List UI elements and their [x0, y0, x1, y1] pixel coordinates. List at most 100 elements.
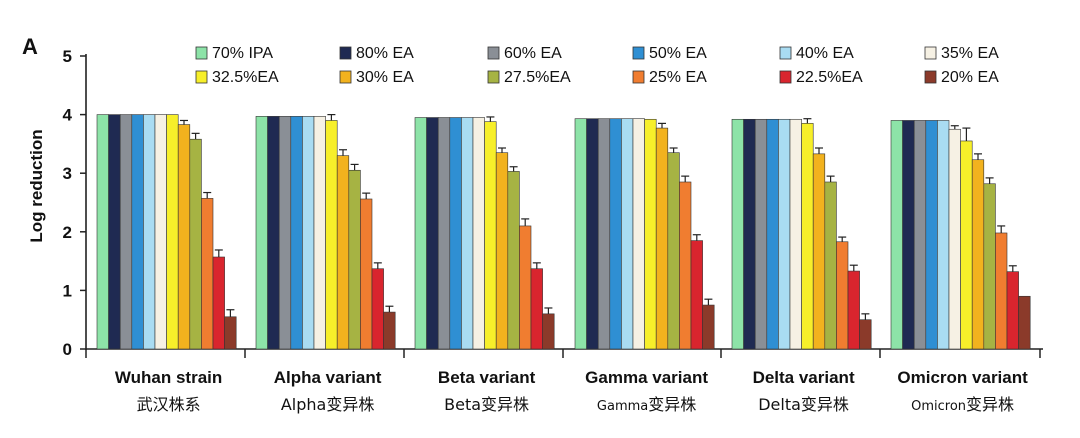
bar	[108, 114, 121, 350]
bar	[119, 114, 133, 350]
bar	[414, 117, 427, 350]
category-label: Delta variant	[753, 368, 855, 387]
bar	[426, 117, 439, 350]
bar	[679, 181, 692, 350]
legend-swatch	[339, 70, 352, 84]
x-axis-labels: Wuhan strain 武汉株系 Alpha variant Alpha变异株 Bet…	[115, 368, 1028, 414]
y-tick-label: 0	[63, 340, 72, 359]
legend-swatch	[487, 70, 500, 84]
bar	[690, 240, 703, 350]
bar	[836, 241, 849, 350]
bar	[667, 152, 680, 350]
bar	[902, 120, 915, 350]
legend-swatch	[779, 46, 792, 60]
bar	[290, 116, 303, 350]
bar	[507, 171, 520, 350]
bar	[913, 120, 927, 350]
bar	[948, 128, 961, 350]
category-label: Alpha variant	[274, 368, 382, 387]
bar	[224, 316, 237, 350]
category-label-cn-cjk: 变异株	[648, 395, 696, 414]
category-label-cn-cjk: 变异株	[966, 395, 1014, 414]
bar	[859, 319, 872, 350]
bar	[449, 117, 462, 350]
y-tick-label: 1	[63, 281, 72, 300]
category-label: Omicron variant	[897, 368, 1028, 387]
bar	[1018, 295, 1031, 350]
y-tick-label: 3	[63, 164, 72, 183]
bar	[461, 117, 474, 350]
y-tick-label: 2	[63, 223, 72, 242]
bar	[574, 118, 587, 350]
bar	[644, 118, 657, 350]
bar	[530, 268, 543, 350]
axes: 0 1 2 3 4 5	[63, 47, 1043, 359]
bar	[348, 169, 361, 350]
legend-label: 30% EA	[356, 69, 414, 86]
y-tick-label: 5	[63, 47, 72, 66]
bars	[96, 113, 1031, 350]
panel-label: A	[22, 34, 38, 59]
y-axis-label: Log reduction	[27, 129, 46, 242]
bar	[632, 118, 645, 350]
bar	[801, 123, 814, 350]
bar	[313, 116, 326, 350]
legend-swatch	[924, 46, 937, 60]
bar	[131, 114, 144, 350]
bar	[743, 118, 756, 350]
category-label: Beta variant	[438, 368, 536, 387]
bar	[143, 114, 156, 350]
bar	[166, 114, 179, 350]
bar	[437, 117, 451, 350]
category-label-cn: Beta变异株	[444, 395, 529, 414]
legend-label: 60% EA	[504, 45, 562, 62]
legend-swatch	[487, 46, 500, 60]
legend-label: 70% IPA	[212, 45, 273, 62]
legend-label: 32.5%EA	[212, 69, 279, 86]
legend-swatch	[632, 46, 645, 60]
bar	[586, 118, 599, 350]
bar	[655, 127, 669, 350]
bar	[824, 181, 837, 350]
bar	[371, 268, 384, 350]
bar	[325, 120, 338, 350]
category-label: Wuhan strain	[115, 368, 222, 387]
bar	[278, 116, 292, 350]
bar	[621, 118, 634, 350]
bar	[154, 114, 167, 350]
legend-swatch	[632, 70, 645, 84]
category-label-cn-latin: Gamma	[597, 399, 648, 414]
legend-label: 35% EA	[941, 45, 999, 62]
legend-label: 25% EA	[649, 69, 707, 86]
bar	[495, 152, 509, 350]
legend-label: 27.5%EA	[504, 69, 571, 86]
bar	[890, 120, 903, 350]
bar	[789, 118, 802, 350]
y-tick-label: 4	[63, 106, 73, 125]
legend-swatch	[195, 46, 208, 60]
bar	[754, 118, 768, 350]
legend-swatch	[195, 70, 208, 84]
bar	[971, 159, 985, 350]
bar	[1006, 271, 1019, 350]
bar	[995, 232, 1008, 350]
bar	[201, 198, 214, 350]
bar	[812, 153, 826, 350]
bar	[177, 124, 191, 350]
bar	[212, 256, 225, 350]
bar	[302, 116, 315, 350]
bar	[847, 270, 860, 350]
bar	[609, 118, 622, 350]
bar	[360, 198, 373, 350]
bar	[267, 116, 280, 350]
legend-label: 80% EA	[356, 45, 414, 62]
legend-swatch	[924, 70, 937, 84]
legend-label: 20% EA	[941, 69, 999, 86]
bar	[778, 118, 791, 350]
bar	[519, 225, 532, 350]
bar	[484, 121, 497, 350]
legend-swatch	[339, 46, 352, 60]
category-label-cn: 武汉株系	[137, 395, 201, 414]
category-label-cn: Omicron变异株	[911, 395, 1014, 414]
